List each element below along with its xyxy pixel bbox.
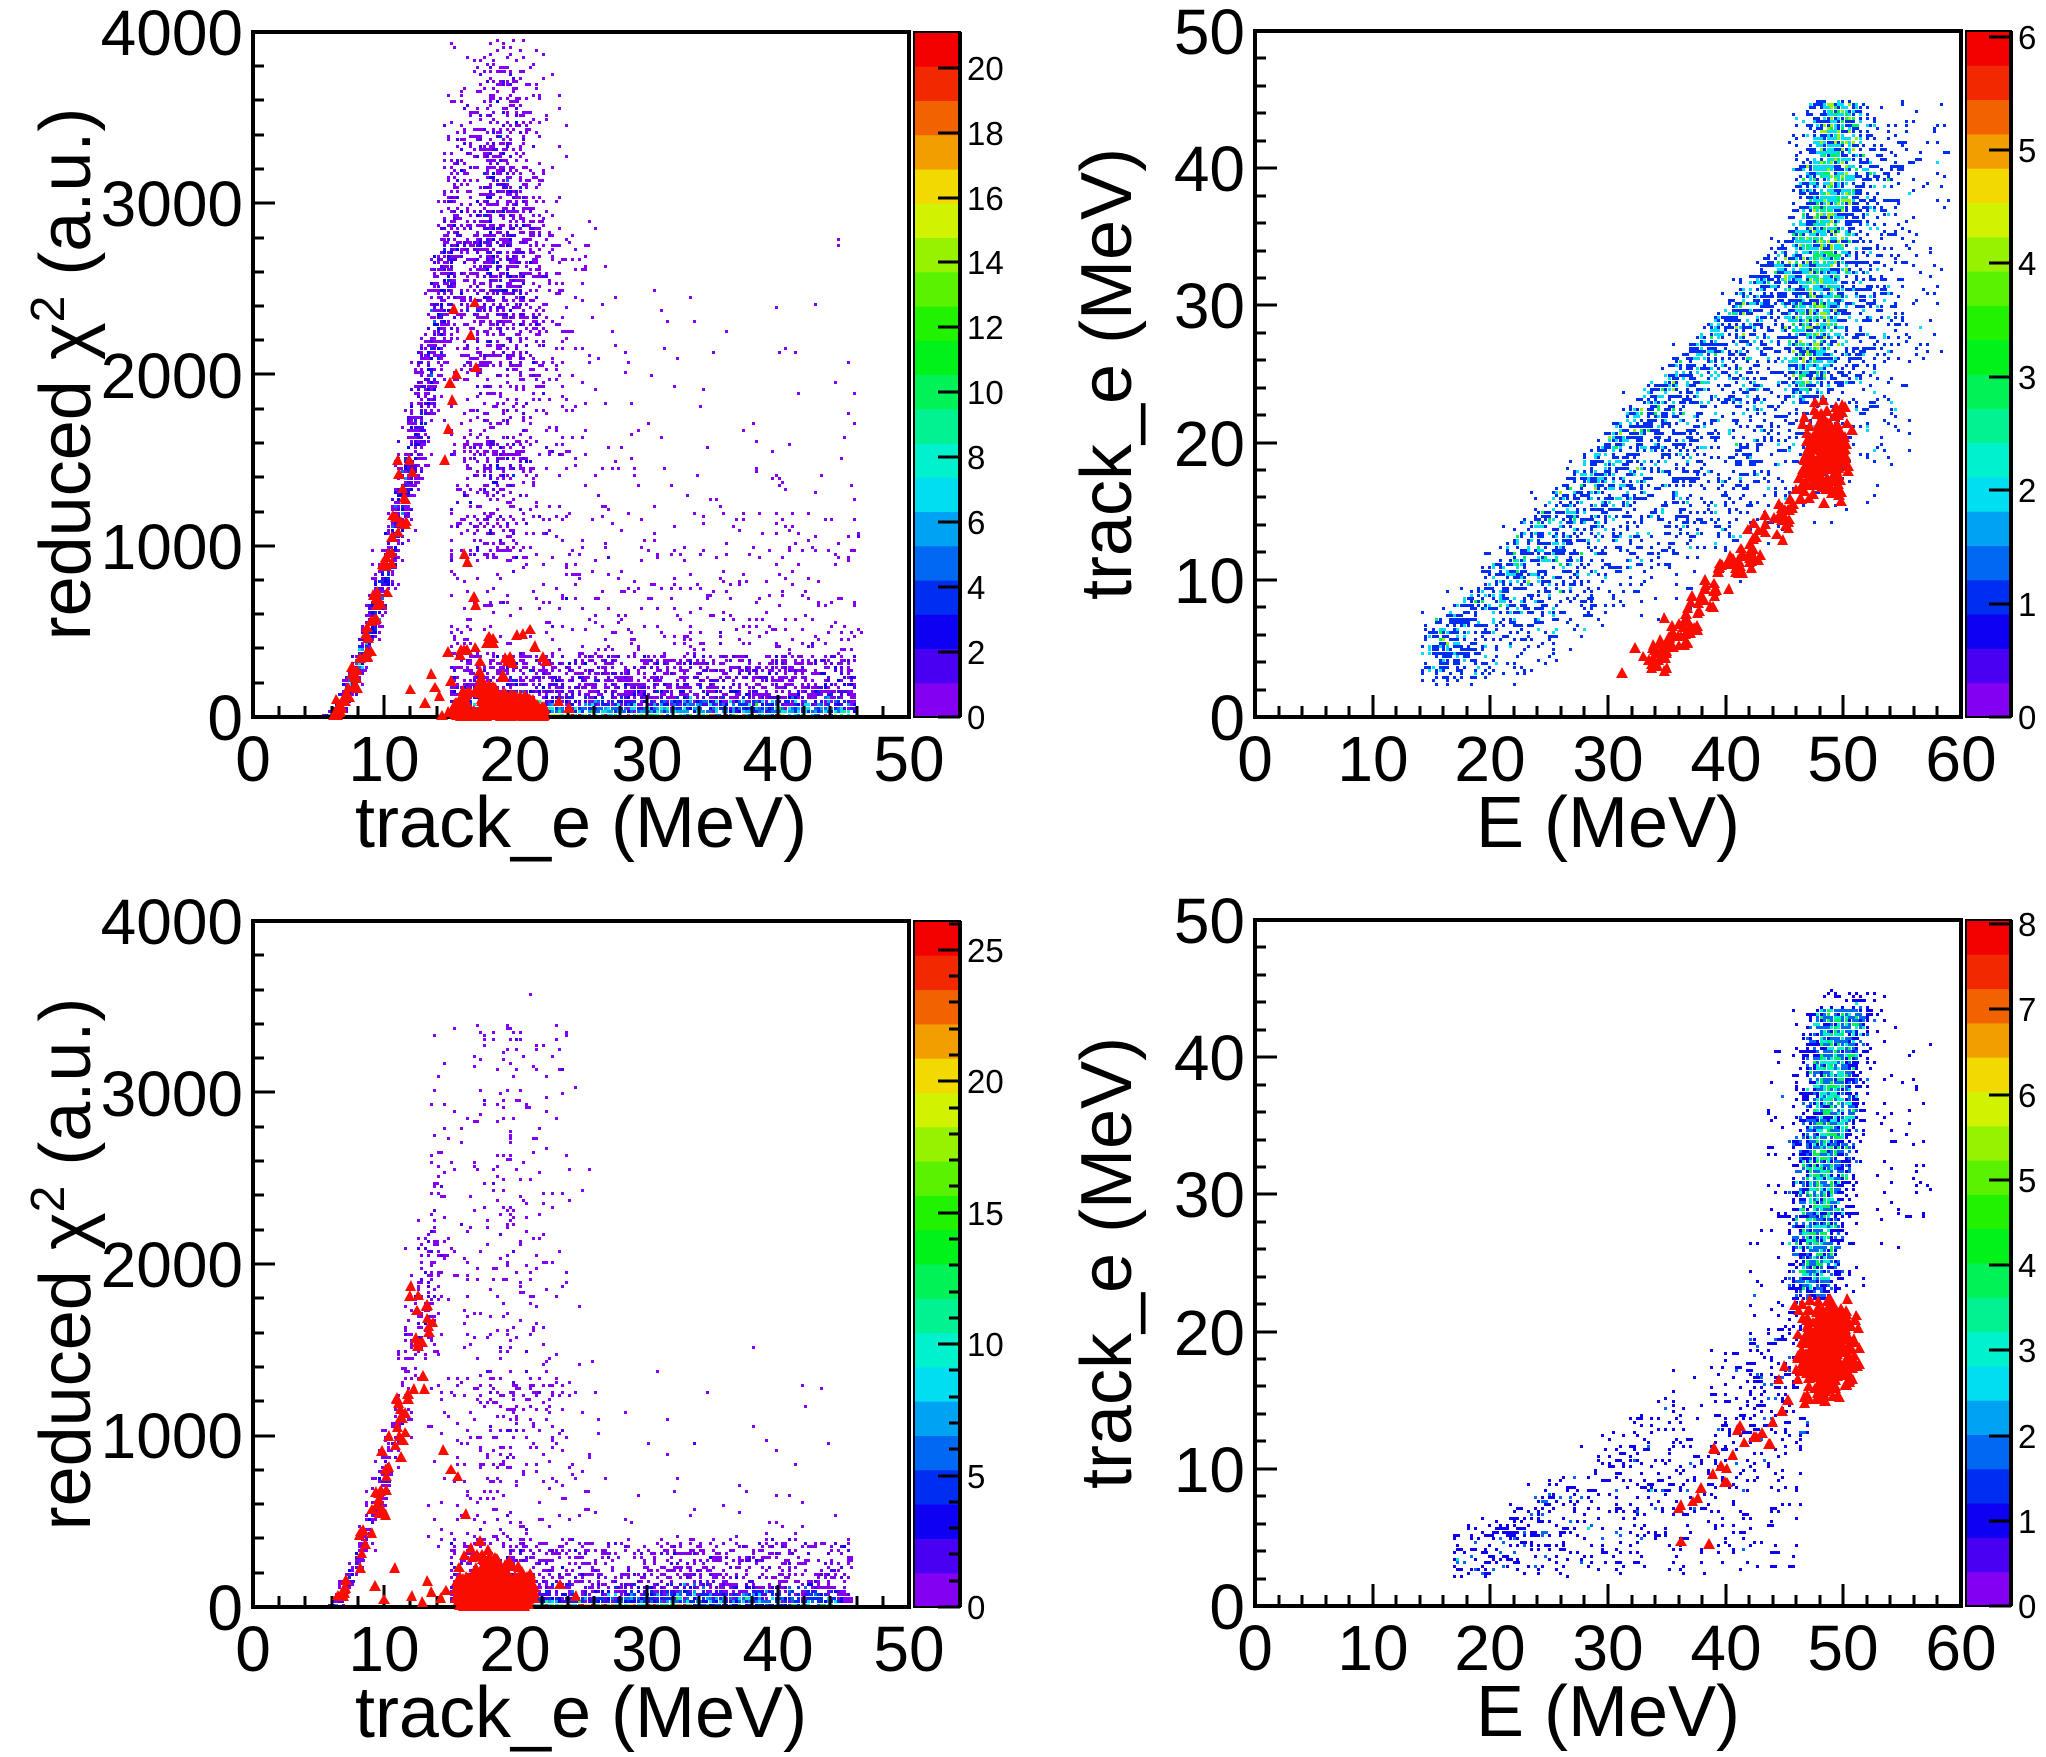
svg-text:30: 30: [611, 1613, 682, 1685]
svg-text:reduced χ2 (a.u.): reduced χ2 (a.u.): [22, 108, 106, 641]
svg-text:20: 20: [479, 723, 550, 795]
svg-text:7: 7: [2018, 991, 2036, 1028]
svg-text:30: 30: [1174, 270, 1245, 342]
svg-text:E (MeV): E (MeV): [1476, 783, 1740, 863]
svg-text:20: 20: [479, 1613, 550, 1685]
svg-text:1: 1: [2018, 1503, 2036, 1540]
svg-text:50: 50: [1174, 0, 1245, 68]
svg-text:18: 18: [967, 115, 1004, 152]
svg-text:50: 50: [1807, 723, 1878, 795]
svg-text:4: 4: [967, 569, 985, 606]
svg-text:10: 10: [1174, 545, 1245, 617]
svg-text:0: 0: [1237, 1612, 1273, 1684]
svg-text:0: 0: [2018, 1588, 2036, 1625]
svg-text:50: 50: [1807, 1612, 1878, 1684]
svg-text:40: 40: [1174, 133, 1245, 205]
svg-text:0: 0: [207, 682, 243, 754]
svg-text:10: 10: [967, 1326, 1004, 1363]
svg-text:2: 2: [2018, 472, 2036, 509]
svg-text:0: 0: [235, 723, 271, 795]
svg-text:10: 10: [1337, 723, 1408, 795]
svg-text:14: 14: [967, 244, 1004, 281]
svg-text:3: 3: [2018, 1332, 2036, 1369]
svg-text:4000: 4000: [101, 886, 243, 958]
svg-text:20: 20: [1174, 408, 1245, 480]
svg-text:60: 60: [1925, 723, 1996, 795]
svg-text:5: 5: [967, 1458, 985, 1495]
svg-text:5: 5: [2018, 1162, 2036, 1199]
svg-text:track_e (MeV): track_e (MeV): [1067, 1037, 1147, 1489]
svg-text:0: 0: [2018, 699, 2036, 736]
svg-text:2: 2: [2018, 1418, 2036, 1455]
svg-text:6: 6: [2018, 1077, 2036, 1114]
svg-text:30: 30: [1572, 1612, 1643, 1684]
svg-text:track_e (MeV): track_e (MeV): [355, 783, 807, 863]
svg-text:1000: 1000: [101, 1400, 243, 1472]
svg-text:0: 0: [967, 1589, 985, 1626]
svg-text:4000: 4000: [101, 0, 243, 69]
svg-text:16: 16: [967, 180, 1004, 217]
svg-text:2000: 2000: [101, 1229, 243, 1301]
svg-text:0: 0: [1237, 723, 1273, 795]
svg-text:track_e (MeV): track_e (MeV): [1067, 148, 1147, 600]
svg-text:0: 0: [235, 1613, 271, 1685]
svg-text:1000: 1000: [101, 511, 243, 583]
svg-text:30: 30: [611, 723, 682, 795]
svg-text:10: 10: [967, 374, 1004, 411]
svg-text:50: 50: [873, 1613, 944, 1685]
svg-text:8: 8: [2018, 906, 2036, 943]
svg-text:40: 40: [742, 723, 813, 795]
svg-text:30: 30: [1572, 723, 1643, 795]
svg-text:20: 20: [1174, 1297, 1245, 1369]
svg-text:2: 2: [967, 634, 985, 671]
svg-text:3: 3: [2018, 359, 2036, 396]
svg-text:1: 1: [2018, 586, 2036, 623]
svg-text:10: 10: [1174, 1434, 1245, 1506]
svg-text:40: 40: [1690, 723, 1761, 795]
svg-text:20: 20: [967, 1063, 1004, 1100]
svg-text:10: 10: [348, 1613, 419, 1685]
svg-text:3000: 3000: [101, 1058, 243, 1130]
svg-text:4: 4: [2018, 245, 2036, 282]
svg-text:0: 0: [1209, 1571, 1245, 1643]
svg-text:0: 0: [967, 699, 985, 736]
svg-text:3000: 3000: [101, 168, 243, 240]
svg-text:50: 50: [1174, 885, 1245, 957]
svg-text:E (MeV): E (MeV): [1476, 1672, 1740, 1752]
svg-text:4: 4: [2018, 1247, 2036, 1284]
svg-text:10: 10: [1337, 1612, 1408, 1684]
svg-text:40: 40: [1174, 1022, 1245, 1094]
svg-text:0: 0: [1209, 682, 1245, 754]
svg-text:20: 20: [967, 50, 1004, 87]
svg-text:20: 20: [1454, 723, 1525, 795]
svg-text:2000: 2000: [101, 340, 243, 412]
svg-text:40: 40: [742, 1613, 813, 1685]
svg-text:60: 60: [1925, 1612, 1996, 1684]
svg-text:20: 20: [1454, 1612, 1525, 1684]
svg-text:25: 25: [967, 932, 1004, 969]
svg-text:6: 6: [2018, 19, 2036, 56]
svg-text:8: 8: [967, 439, 985, 476]
svg-text:track_e (MeV): track_e (MeV): [355, 1673, 807, 1752]
svg-text:0: 0: [207, 1572, 243, 1644]
svg-text:15: 15: [967, 1195, 1004, 1232]
svg-text:reduced χ2 (a.u.): reduced χ2 (a.u.): [22, 998, 106, 1531]
svg-text:5: 5: [2018, 132, 2036, 169]
svg-text:12: 12: [967, 309, 1004, 346]
svg-text:10: 10: [348, 723, 419, 795]
svg-text:6: 6: [967, 504, 985, 541]
svg-text:50: 50: [873, 723, 944, 795]
svg-text:30: 30: [1174, 1159, 1245, 1231]
svg-text:40: 40: [1690, 1612, 1761, 1684]
